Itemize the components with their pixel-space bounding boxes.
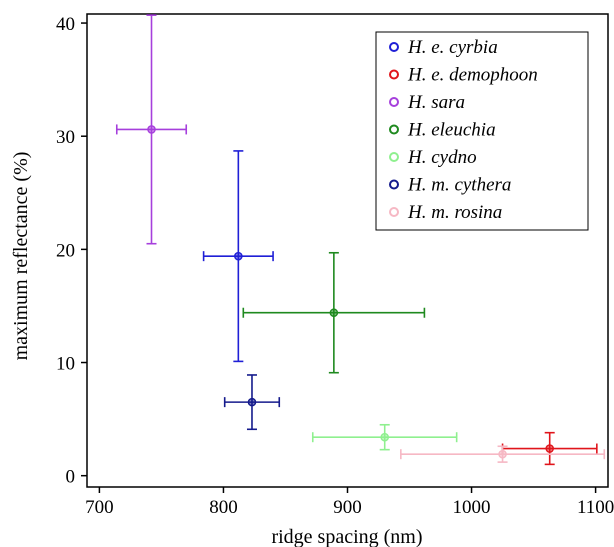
x-axis-title: ridge spacing (nm): [271, 526, 422, 547]
y-axis-title: maximum reflectance (%): [10, 152, 32, 361]
data-series: [501, 431, 598, 466]
x-tick-label: 1100: [577, 497, 614, 518]
legend-marker: [389, 124, 399, 135]
data-series: [115, 14, 188, 245]
legend-box: [375, 31, 589, 231]
legend-marker: [389, 97, 399, 107]
data-series: [202, 150, 274, 363]
y-tick-label: 20: [56, 240, 75, 261]
legend-marker: [389, 42, 399, 52]
legend-entry-label: H. e. demophoon: [407, 65, 538, 86]
legend-marker: [389, 69, 399, 80]
x-tick-label: 800: [209, 497, 238, 518]
legend-entry-label: H. m. rosina: [407, 202, 502, 223]
data-point: [234, 251, 243, 261]
legend-marker: [389, 207, 399, 217]
data-series: [223, 374, 281, 431]
legend-entry-label: H. eleuchia: [407, 120, 496, 141]
data-point: [329, 308, 339, 318]
x-tick-label: 1000: [453, 497, 491, 518]
data-point: [380, 432, 390, 442]
data-series: [311, 423, 458, 451]
y-tick-label: 40: [56, 14, 75, 35]
legend-marker: [389, 179, 399, 190]
y-tick-label: 10: [56, 354, 75, 375]
legend-entry-label: H. m. cythera: [407, 175, 511, 196]
data-point: [147, 125, 156, 134]
legend-entry-label: H. cydno: [407, 147, 477, 168]
y-tick-label: 30: [56, 127, 75, 148]
data-series: [242, 251, 426, 374]
legend: H. e. cyrbia H. e. demophoon H. sara H. ele…: [375, 31, 589, 231]
legend-entry-label: H. e. cyrbia: [407, 37, 498, 58]
legend-entry-label: H. sara: [407, 92, 465, 113]
x-tick-label: 900: [333, 497, 362, 518]
x-tick-label: 700: [85, 497, 114, 518]
data-point: [545, 444, 554, 453]
legend-marker: [389, 152, 399, 162]
data-point: [247, 397, 257, 407]
data-point: [498, 449, 507, 459]
y-tick-label: 0: [66, 467, 76, 488]
data-series: [400, 445, 606, 463]
